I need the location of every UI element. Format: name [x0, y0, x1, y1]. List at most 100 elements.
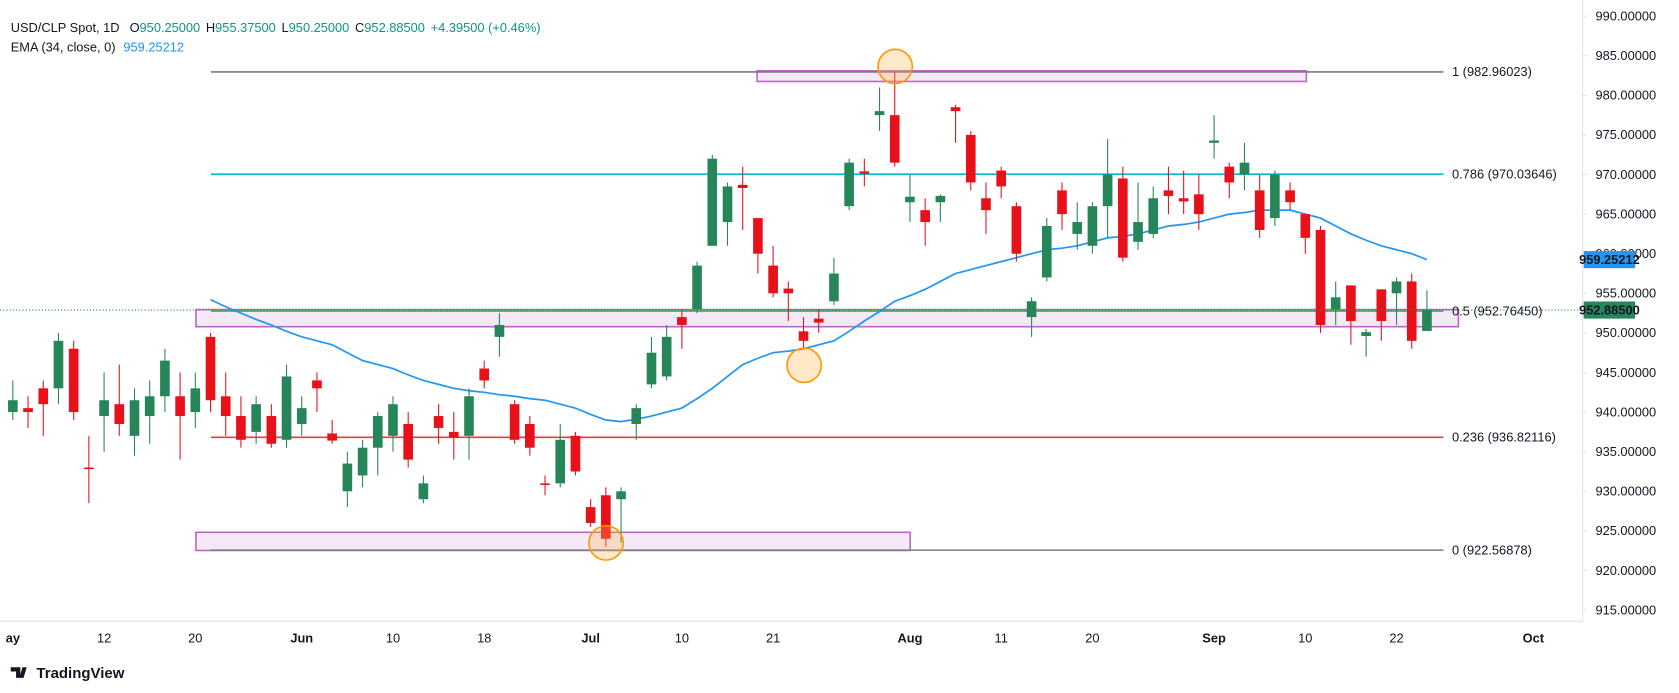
y-tick-label: 935.00000 [1595, 444, 1656, 459]
candle-body [692, 265, 702, 310]
header: USD/CLP Spot, 1D O950.25000 H955.37500 L… [11, 20, 541, 35]
candle-body [1011, 206, 1022, 254]
candle-body [1209, 140, 1219, 143]
last-price-badge [1583, 301, 1636, 319]
fib-label: 1 (982.96023) [1452, 64, 1532, 79]
x-tick-label: 10 [675, 631, 689, 646]
x-tick-label: 21 [766, 631, 780, 646]
candle-body [1285, 190, 1295, 203]
y-tick-label: 945.00000 [1595, 365, 1656, 380]
y-tick-label: 915.00000 [1595, 602, 1656, 617]
candle-body [1224, 166, 1235, 183]
candle-body [737, 184, 748, 188]
candle-body [236, 416, 246, 440]
x-tick-label: 20 [188, 631, 202, 646]
candle-body [677, 317, 687, 325]
candle-body [205, 336, 216, 401]
x-tick-label: Aug [897, 631, 922, 646]
candle-body [38, 388, 49, 405]
fib-label: 0 (922.56878) [1452, 542, 1532, 557]
candle-body [1026, 301, 1037, 318]
candle-body [844, 162, 854, 207]
zone-box [195, 531, 911, 552]
y-tick-label: 930.00000 [1595, 484, 1656, 499]
x-tick-label: 10 [386, 631, 400, 646]
candle-body [920, 210, 930, 223]
y-tick-label: 965.00000 [1595, 206, 1656, 221]
ema-layer [210, 209, 1428, 423]
candle-body [403, 423, 414, 460]
candle-body [996, 170, 1007, 187]
candle-body [251, 404, 261, 432]
x-tick-label: 10 [1298, 631, 1312, 646]
candle-body [433, 416, 444, 428]
candle-body [525, 423, 535, 448]
candle-body [1194, 194, 1204, 215]
ohlc-key: H [206, 20, 215, 35]
x-tick-label: 12 [97, 631, 111, 646]
x-tick-label: 22 [1389, 631, 1403, 646]
candle-body [1330, 297, 1341, 310]
x-tick-label: 20 [1085, 631, 1099, 646]
candle-body [1346, 285, 1356, 322]
ohlc-value: 955.37500 [215, 20, 276, 35]
candle-body [601, 495, 611, 539]
candle-body [950, 107, 961, 112]
candle-body [160, 360, 170, 397]
candle-body [388, 404, 398, 436]
last-price-label: 952.88500 [1579, 302, 1640, 317]
logo [10, 667, 27, 678]
highlight-circle [588, 525, 625, 561]
x-tick-label: 18 [477, 631, 491, 646]
candle-body [798, 331, 809, 341]
candle-body [829, 273, 839, 302]
candle-body [1376, 289, 1387, 322]
y-tick-label: 975.00000 [1595, 127, 1656, 142]
ema-line [210, 209, 1428, 423]
candle-body [1391, 281, 1402, 294]
x-tick-label: Oct [1523, 631, 1545, 646]
candle-body [68, 348, 79, 413]
x-tick-label: 11 [995, 631, 1008, 646]
candle-body [1072, 222, 1083, 234]
axes: 915.00000 920.00000 925.00000 930.00000 935.… [6, 8, 1656, 645]
candle-body [616, 491, 626, 500]
candle-body [8, 400, 18, 413]
candle-body [175, 396, 185, 417]
indicator-legend: EMA (34, close, 0) 959.25212 [11, 39, 184, 54]
y-tick-label: 980.00000 [1595, 88, 1656, 103]
y-tick-label: 950.00000 [1595, 325, 1656, 340]
candle-body [1163, 190, 1174, 196]
ohlc-key: L [282, 20, 289, 35]
candle-body [84, 467, 94, 470]
y-tick-label: 955.00000 [1595, 286, 1656, 301]
candle-body [905, 196, 915, 203]
ohlc-key: O [130, 20, 140, 35]
y-tick-label: 990.00000 [1595, 8, 1656, 23]
candle-body [1178, 198, 1189, 202]
candle-body [1254, 190, 1265, 230]
candle-body [874, 111, 885, 116]
candle-body [1239, 162, 1250, 175]
markers [588, 48, 914, 561]
candle-body [494, 324, 505, 337]
change: +4.39500 (+0.46%) [431, 20, 541, 35]
zone-box [756, 69, 1308, 83]
candle-body [144, 396, 155, 417]
ohlc-value: 950.25000 [289, 20, 350, 35]
fib-label: 0.5 (952.76450) [1452, 303, 1543, 318]
candle-body [661, 336, 672, 377]
candle-body [753, 218, 763, 254]
candle-body [646, 352, 657, 385]
branding: TradingView [10, 665, 125, 682]
candle-body [935, 195, 946, 203]
candle-body [707, 158, 718, 246]
candle-body [722, 186, 733, 223]
ohlc-key: C [355, 20, 364, 35]
candle-body [220, 396, 231, 417]
candle-body [281, 376, 292, 440]
candle-body [372, 416, 383, 448]
fib-label: 0.786 (970.03646) [1452, 167, 1557, 182]
